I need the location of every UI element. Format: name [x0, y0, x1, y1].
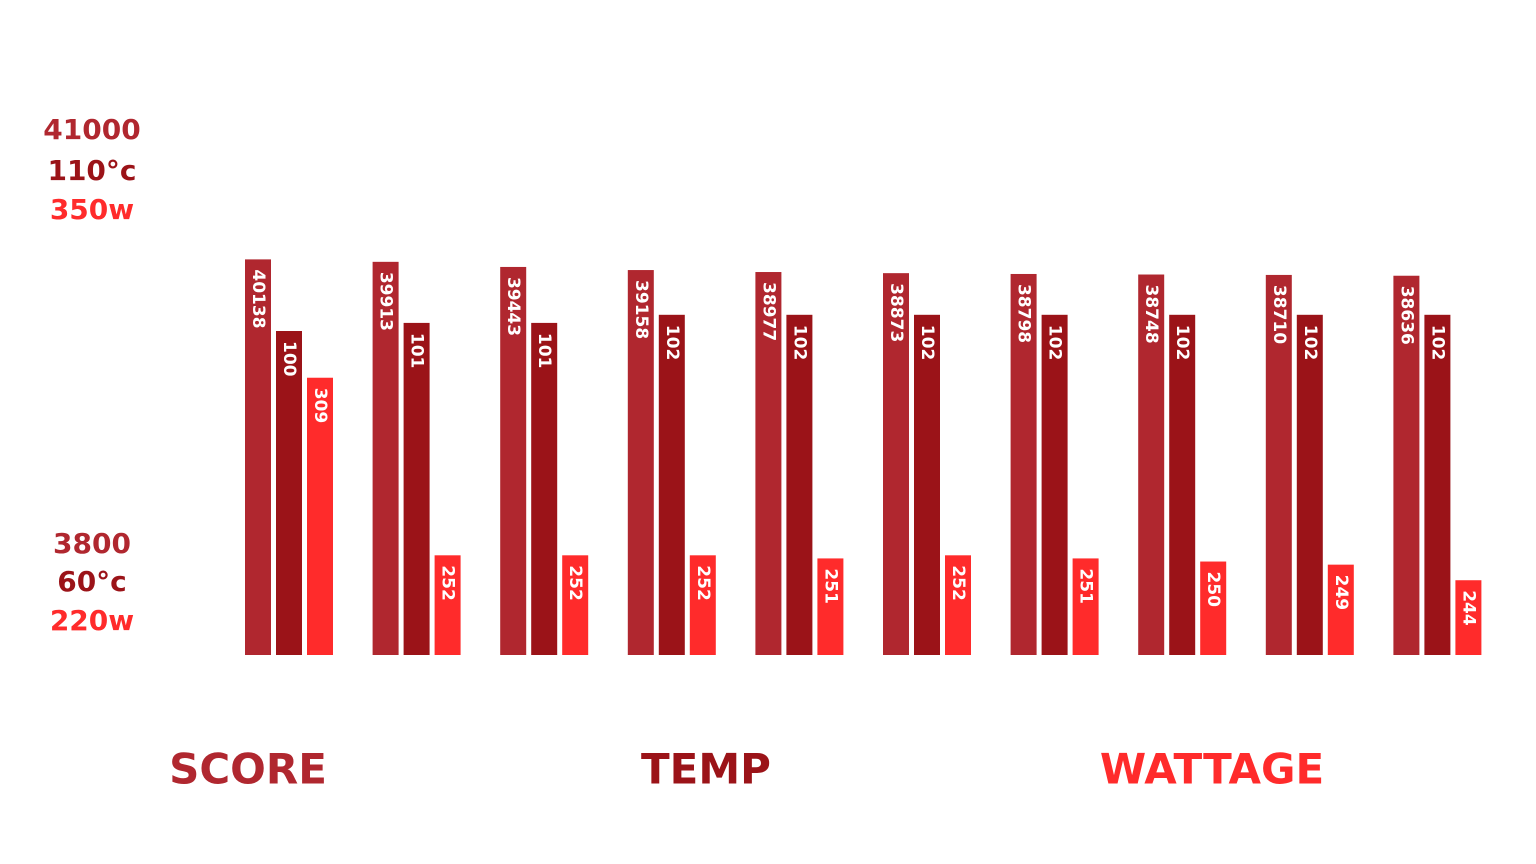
- bar: [658, 314, 685, 655]
- value-label: 38977: [758, 282, 778, 341]
- value-label: 101: [407, 333, 427, 369]
- value-label: 102: [1300, 325, 1320, 361]
- legend-label: SCORE: [169, 745, 327, 794]
- value-label: 102: [662, 325, 682, 361]
- bar: [817, 558, 844, 655]
- bar: [1424, 314, 1451, 655]
- y-tick-label: 110°c: [47, 154, 136, 187]
- legend-label: TEMP: [641, 745, 771, 794]
- y-tick-label: 60°c: [57, 565, 127, 598]
- bar: [245, 259, 271, 655]
- bar: [1138, 274, 1165, 655]
- bar: [372, 261, 399, 655]
- bar: [1072, 558, 1099, 655]
- bar: [434, 555, 461, 655]
- bar: [1296, 314, 1323, 655]
- y-tick-label: 220w: [50, 604, 134, 637]
- value-label: 251: [1076, 568, 1096, 604]
- value-label: 39443: [503, 277, 523, 336]
- value-label: 101: [534, 333, 554, 369]
- bar: [1200, 561, 1227, 655]
- value-label: 250: [1203, 572, 1223, 608]
- bar: [403, 322, 430, 655]
- bar: [914, 314, 940, 655]
- value-label: 252: [693, 565, 713, 601]
- y-tick-label: 41000: [43, 113, 140, 146]
- value-label: 102: [789, 325, 809, 361]
- y-tick-label: 350w: [50, 193, 134, 226]
- bar: [883, 273, 909, 655]
- bar: [1265, 274, 1292, 655]
- bar: [1393, 275, 1420, 655]
- value-label: 309: [310, 388, 330, 424]
- bar: [307, 377, 333, 655]
- value-label: 39913: [376, 272, 396, 331]
- value-label: 252: [438, 565, 458, 601]
- bar: [276, 331, 302, 655]
- bar: [1169, 314, 1196, 655]
- value-label: 249: [1331, 575, 1351, 611]
- bar: [689, 555, 716, 655]
- value-label: 40138: [248, 269, 268, 328]
- value-label: 38748: [1141, 285, 1161, 344]
- bar: [945, 555, 971, 655]
- value-label: 38636: [1396, 286, 1416, 345]
- value-label: 38798: [1014, 284, 1034, 343]
- bar: [786, 314, 813, 655]
- value-label: 100: [279, 341, 299, 377]
- bar: [531, 322, 558, 655]
- bar: [1041, 314, 1068, 655]
- bar: [500, 266, 527, 655]
- value-label: 102: [917, 325, 937, 361]
- value-label: 39158: [631, 280, 651, 339]
- bar: [627, 270, 654, 655]
- bar: [1455, 580, 1482, 655]
- value-label: 38710: [1269, 285, 1289, 344]
- bar: [755, 272, 782, 655]
- value-label: 244: [1458, 590, 1478, 626]
- bar: [1010, 273, 1037, 655]
- value-label: 252: [948, 565, 968, 601]
- y-tick-label: 3800: [53, 527, 131, 560]
- value-label: 251: [820, 568, 840, 604]
- bar: [562, 555, 589, 655]
- value-label: 252: [565, 565, 585, 601]
- value-label: 102: [1045, 325, 1065, 361]
- value-label: 102: [1427, 325, 1447, 361]
- legend-label: WATTAGE: [1100, 745, 1324, 794]
- bar: [1327, 564, 1354, 655]
- value-label: 38873: [886, 283, 906, 342]
- value-label: 102: [1172, 325, 1192, 361]
